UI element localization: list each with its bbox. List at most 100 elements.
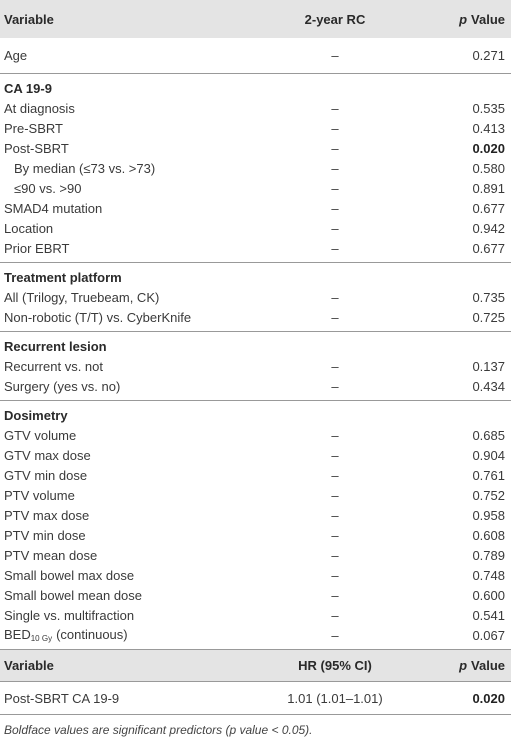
table-row: PTV min dose – 0.608 [0, 525, 511, 545]
table-row: Location – 0.942 [0, 218, 511, 238]
cell: Prior EBRT [4, 240, 70, 256]
cell: – [331, 309, 339, 325]
cell: All (Trilogy, Truebeam, CK) [4, 289, 160, 305]
cell: 0.748 [472, 567, 505, 583]
section-heading: Treatment platform [4, 269, 122, 285]
cell: Variable [4, 11, 54, 27]
cell: – [331, 220, 339, 236]
cell: – [331, 240, 339, 256]
text: (continuous) [56, 627, 128, 642]
cell: – [331, 180, 339, 196]
cell: 1.01 (1.01–1.01) [287, 690, 383, 706]
cell: 0.580 [472, 160, 505, 176]
cell: ≤90 vs. >90 [14, 180, 82, 196]
cell: 0.271 [472, 47, 505, 63]
cell: – [331, 487, 339, 503]
cell: 0.904 [472, 447, 505, 463]
cell: – [331, 289, 339, 305]
cell: – [331, 200, 339, 216]
cell: – [331, 160, 339, 176]
cell: 0.761 [472, 467, 505, 483]
table-row: Recurrent vs. not – 0.137 [0, 356, 511, 376]
table-row: By median (≤73 vs. >73) – 0.580 [0, 158, 511, 178]
italic-text: p [459, 658, 468, 673]
header-row: Variable 2-year RC p Value [0, 0, 511, 38]
cell: – [331, 527, 339, 543]
cell: – [331, 358, 339, 374]
cell: – [331, 100, 339, 116]
table-row: Surgery (yes vs. no) – 0.434 [0, 376, 511, 396]
cell: 0.067 [472, 627, 505, 643]
table-row: SMAD4 mutation – 0.677 [0, 198, 511, 218]
cell: – [331, 547, 339, 563]
italic-text: p [459, 11, 468, 27]
table-row: Post-SBRT – 0.020 [0, 138, 511, 158]
cell: – [331, 627, 339, 643]
cell: Non-robotic (T/T) vs. CyberKnife [4, 309, 192, 325]
row-group: Post-SBRT CA 19-9 1.01 (1.01–1.01) 0.020 [0, 681, 511, 715]
cell: 0.137 [472, 358, 505, 374]
table-row: PTV mean dose – 0.789 [0, 545, 511, 565]
table-row: Post-SBRT CA 19-9 1.01 (1.01–1.01) 0.020 [0, 688, 511, 708]
text: Value [471, 11, 505, 27]
table-row: Small bowel mean dose – 0.600 [0, 585, 511, 605]
cell: GTV volume [4, 427, 77, 443]
cell: GTV max dose [4, 447, 91, 463]
table-row: Prior EBRT – 0.677 [0, 238, 511, 258]
cell: 0.677 [472, 240, 505, 256]
header-row: Variable HR (95% CI) p Value [0, 649, 511, 681]
table-row: Small bowel max dose – 0.748 [0, 565, 511, 585]
table-row: At diagnosis – 0.535 [0, 98, 511, 118]
cell: – [331, 467, 339, 483]
table-row: GTV volume – 0.685 [0, 425, 511, 445]
cell: 0.020 [472, 140, 505, 156]
cell: – [331, 607, 339, 623]
cell: PTV min dose [4, 527, 86, 543]
cell: – [331, 587, 339, 603]
section: Dosimetry GTV volume – 0.685 GTV max dose – 0.… [0, 400, 511, 649]
cell: 0.020 [472, 690, 505, 706]
cell: Small bowel mean dose [4, 587, 143, 603]
cell: Small bowel max dose [4, 567, 135, 583]
cell: – [331, 378, 339, 394]
cell: 0.958 [472, 507, 505, 523]
cell: – [331, 120, 339, 136]
cell: p Value [408, 658, 511, 673]
row-group: Age – 0.271 [0, 38, 511, 73]
cell: 0.891 [472, 180, 505, 196]
cell: 0.434 [472, 378, 505, 394]
cell: PTV mean dose [4, 547, 98, 563]
section-heading-row: Treatment platform [0, 267, 511, 287]
section-heading: Recurrent lesion [4, 338, 107, 354]
cell: – [331, 447, 339, 463]
cell: SMAD4 mutation [4, 200, 103, 216]
text: Value [471, 658, 505, 673]
text: BED [4, 627, 31, 642]
cell: BED10 Gy (continuous) [0, 627, 262, 643]
cell: Post-SBRT CA 19-9 [4, 690, 120, 706]
table-row: GTV max dose – 0.904 [0, 445, 511, 465]
cell: Location [4, 220, 54, 236]
cell: – [331, 427, 339, 443]
subscript: 10 Gy [30, 634, 53, 643]
cell: Pre-SBRT [4, 120, 63, 136]
table-row: PTV volume – 0.752 [0, 485, 511, 505]
section: Treatment platform All (Trilogy, Truebeam… [0, 262, 511, 331]
cell: 0.685 [472, 427, 505, 443]
cell: – [331, 507, 339, 523]
cell: 0.535 [472, 100, 505, 116]
cell: – [331, 567, 339, 583]
table-row: Pre-SBRT – 0.413 [0, 118, 511, 138]
cell: 0.541 [472, 607, 505, 623]
cell: Recurrent vs. not [4, 358, 103, 374]
section-heading: Dosimetry [4, 407, 68, 423]
cell: 0.735 [472, 289, 505, 305]
table-row: Single vs. multifraction – 0.541 [0, 605, 511, 625]
cell: PTV max dose [4, 507, 90, 523]
cell: – [331, 140, 339, 156]
cell: HR (95% CI) [298, 658, 372, 673]
cell: Single vs. multifraction [4, 607, 135, 623]
section-heading: CA 19-9 [4, 80, 52, 96]
table-row: Non-robotic (T/T) vs. CyberKnife – 0.725 [0, 307, 511, 327]
